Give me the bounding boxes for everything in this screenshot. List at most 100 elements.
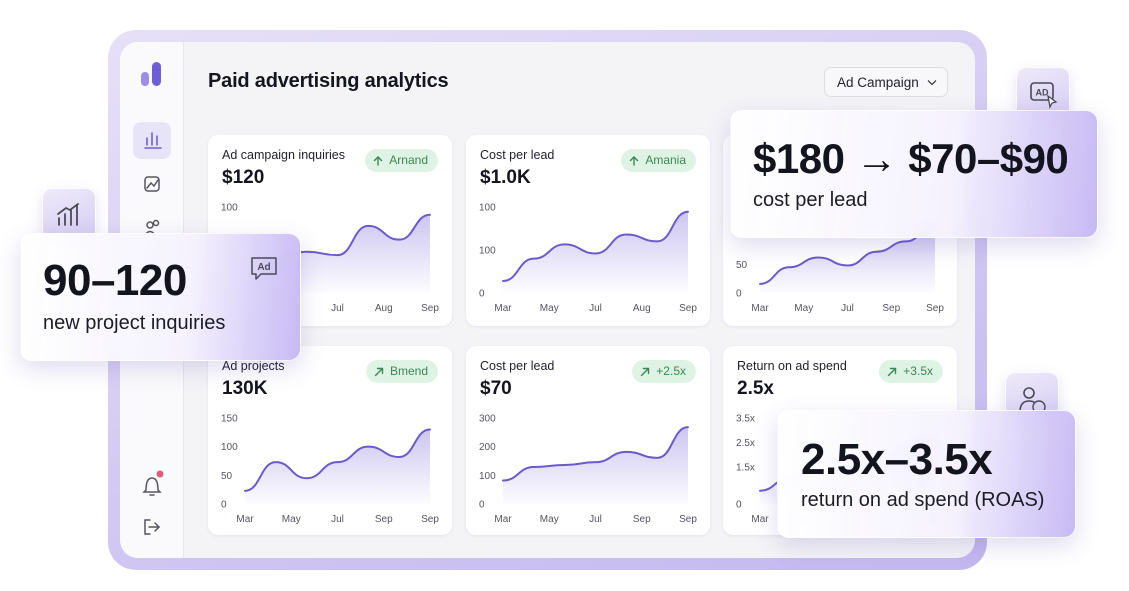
x-tick-label: Jul [589, 514, 602, 525]
y-tick-label: 100 [221, 442, 238, 453]
area-fill [503, 211, 688, 293]
sparkline-chart: 300 200 100 0 Mar May Jul Sep Sep [479, 414, 697, 526]
notification-icon[interactable] [142, 477, 162, 496]
x-tick-label: Sep [375, 514, 393, 525]
card-title: Return on ad spend [737, 359, 847, 373]
y-tick-label: 100 [479, 471, 496, 482]
campaign-dropdown[interactable]: Ad Campaign [824, 67, 948, 97]
logout-icon[interactable] [144, 519, 161, 535]
card-value: $1.0K [480, 167, 531, 188]
x-tick-label: Mar [494, 303, 512, 314]
card-value: $120 [222, 167, 265, 188]
badge-text: Bmend [389, 364, 428, 378]
y-tick-label: 0 [479, 500, 485, 511]
area-fill [503, 427, 688, 504]
x-tick-label: Aug [633, 303, 651, 314]
x-tick-label: Sep [421, 303, 439, 314]
highlight-label: cost per lead [753, 189, 868, 211]
notification-dot [156, 470, 164, 478]
x-tick-label: Mar [751, 514, 769, 525]
highlight-value: $180 → $70–$90 [753, 135, 1069, 182]
x-tick-label: Jul [331, 514, 344, 525]
arrow-path [374, 367, 384, 376]
x-tick-label: May [540, 303, 559, 314]
trend-badge: +3.5x [879, 360, 943, 383]
badge-text: Arnand [389, 153, 428, 167]
person-glyph [1019, 400, 1036, 411]
nav-bar-icon[interactable] [144, 132, 162, 149]
person-glyph [1023, 387, 1035, 399]
x-tick-label: Mar [751, 303, 769, 314]
y-tick-label: 100 [479, 203, 496, 214]
y-tick-label: 0 [221, 500, 227, 511]
highlight-value: 90–120 [43, 256, 187, 305]
x-tick-label: Mar [494, 514, 512, 525]
x-tick-label: Jul [331, 303, 344, 314]
trend-arrow [888, 367, 897, 376]
chevron [927, 80, 937, 86]
y-tick-label: 300 [479, 414, 496, 425]
x-tick-label: Mar [236, 514, 254, 525]
trend-arrow [374, 367, 384, 376]
badge-text: +3.5x [903, 364, 933, 378]
highlight-card: $180 → $70–$90 cost per lead [730, 110, 1098, 238]
area-fill [245, 429, 430, 504]
card-value: 130K [222, 378, 268, 399]
line [759, 223, 936, 285]
badge-text: +2.5x [656, 364, 686, 378]
highlight-label: return on ad spend (ROAS) [801, 489, 1045, 511]
bubble [251, 257, 277, 280]
sparkline-chart: 150 100 50 0 Mar May Jul Sep Sep [221, 414, 439, 526]
y-tick-label: 3.5x [736, 414, 755, 425]
trend-badge: Amania [621, 149, 696, 172]
metric-card: Cost per lead $1.0K Amania 100 100 0 Mar May Jul… [466, 135, 710, 326]
logo [152, 62, 161, 86]
card-title: Cost per lead [480, 359, 555, 373]
arrow-path [630, 155, 639, 166]
x-tick-label: May [794, 303, 813, 314]
arrow-path [641, 367, 650, 376]
sparkline-chart: 100 100 0 Mar May Jul Aug Sep [479, 203, 697, 315]
x-tick-label: Sep [679, 303, 697, 314]
y-tick-label: 200 [479, 442, 496, 453]
metric-card: Cost per lead $70 +2.5x 300 200 100 0 Mar May Jul… [466, 346, 710, 535]
ad-bubble-icon: Ad [251, 257, 277, 280]
x-tick-label: Sep [421, 514, 439, 525]
card-value: $70 [480, 378, 512, 399]
x-tick-label: May [540, 514, 559, 525]
y-tick-label: 50 [221, 471, 233, 482]
x-tick-label: Jul [841, 303, 854, 314]
trend-badge: Bmend [365, 360, 438, 383]
y-tick-label: 150 [221, 414, 238, 425]
card-title: Ad projects [222, 359, 285, 373]
y-tick-label: 0 [736, 500, 742, 511]
card-title: Ad campaign inquiries [222, 148, 345, 162]
nav-trend-icon[interactable] [144, 176, 160, 192]
cursor-glyph [1047, 94, 1058, 109]
y-tick-label: 0 [736, 289, 742, 300]
area-fill [760, 224, 935, 293]
x-tick-label: May [282, 514, 301, 525]
trend-badge: Arnand [365, 149, 438, 172]
icon-glyph [57, 203, 79, 226]
sidebar-icons [133, 62, 171, 535]
y-tick-label: 100 [221, 203, 238, 214]
line [502, 210, 689, 282]
trend-arrow [374, 155, 383, 166]
metric-card: Ad projects 130K Bmend 150 100 50 0 Mar May Jul Se… [208, 346, 452, 535]
dropdown-label[interactable]: Ad Campaign [837, 75, 919, 90]
arrow-path [888, 367, 897, 376]
icon-glyph: AD [1030, 82, 1058, 109]
bar-chart-glyph [57, 203, 79, 226]
y-tick-label: 1.5x [736, 463, 755, 474]
x-tick-label: Sep [926, 303, 944, 314]
x-tick-label: Sep [882, 303, 900, 314]
x-tick-label: Sep [633, 514, 651, 525]
highlight-label: new project inquiries [43, 312, 226, 334]
y-tick-label: 50 [736, 260, 748, 271]
highlight-value: 2.5x–3.5x [801, 435, 993, 484]
icon-text: AD [1036, 88, 1049, 98]
trend-arrow [641, 367, 650, 376]
sparkline-chart: 50 0 Mar May Jul Sep Sep [736, 223, 944, 314]
page-title: Paid advertising analytics [208, 70, 449, 92]
